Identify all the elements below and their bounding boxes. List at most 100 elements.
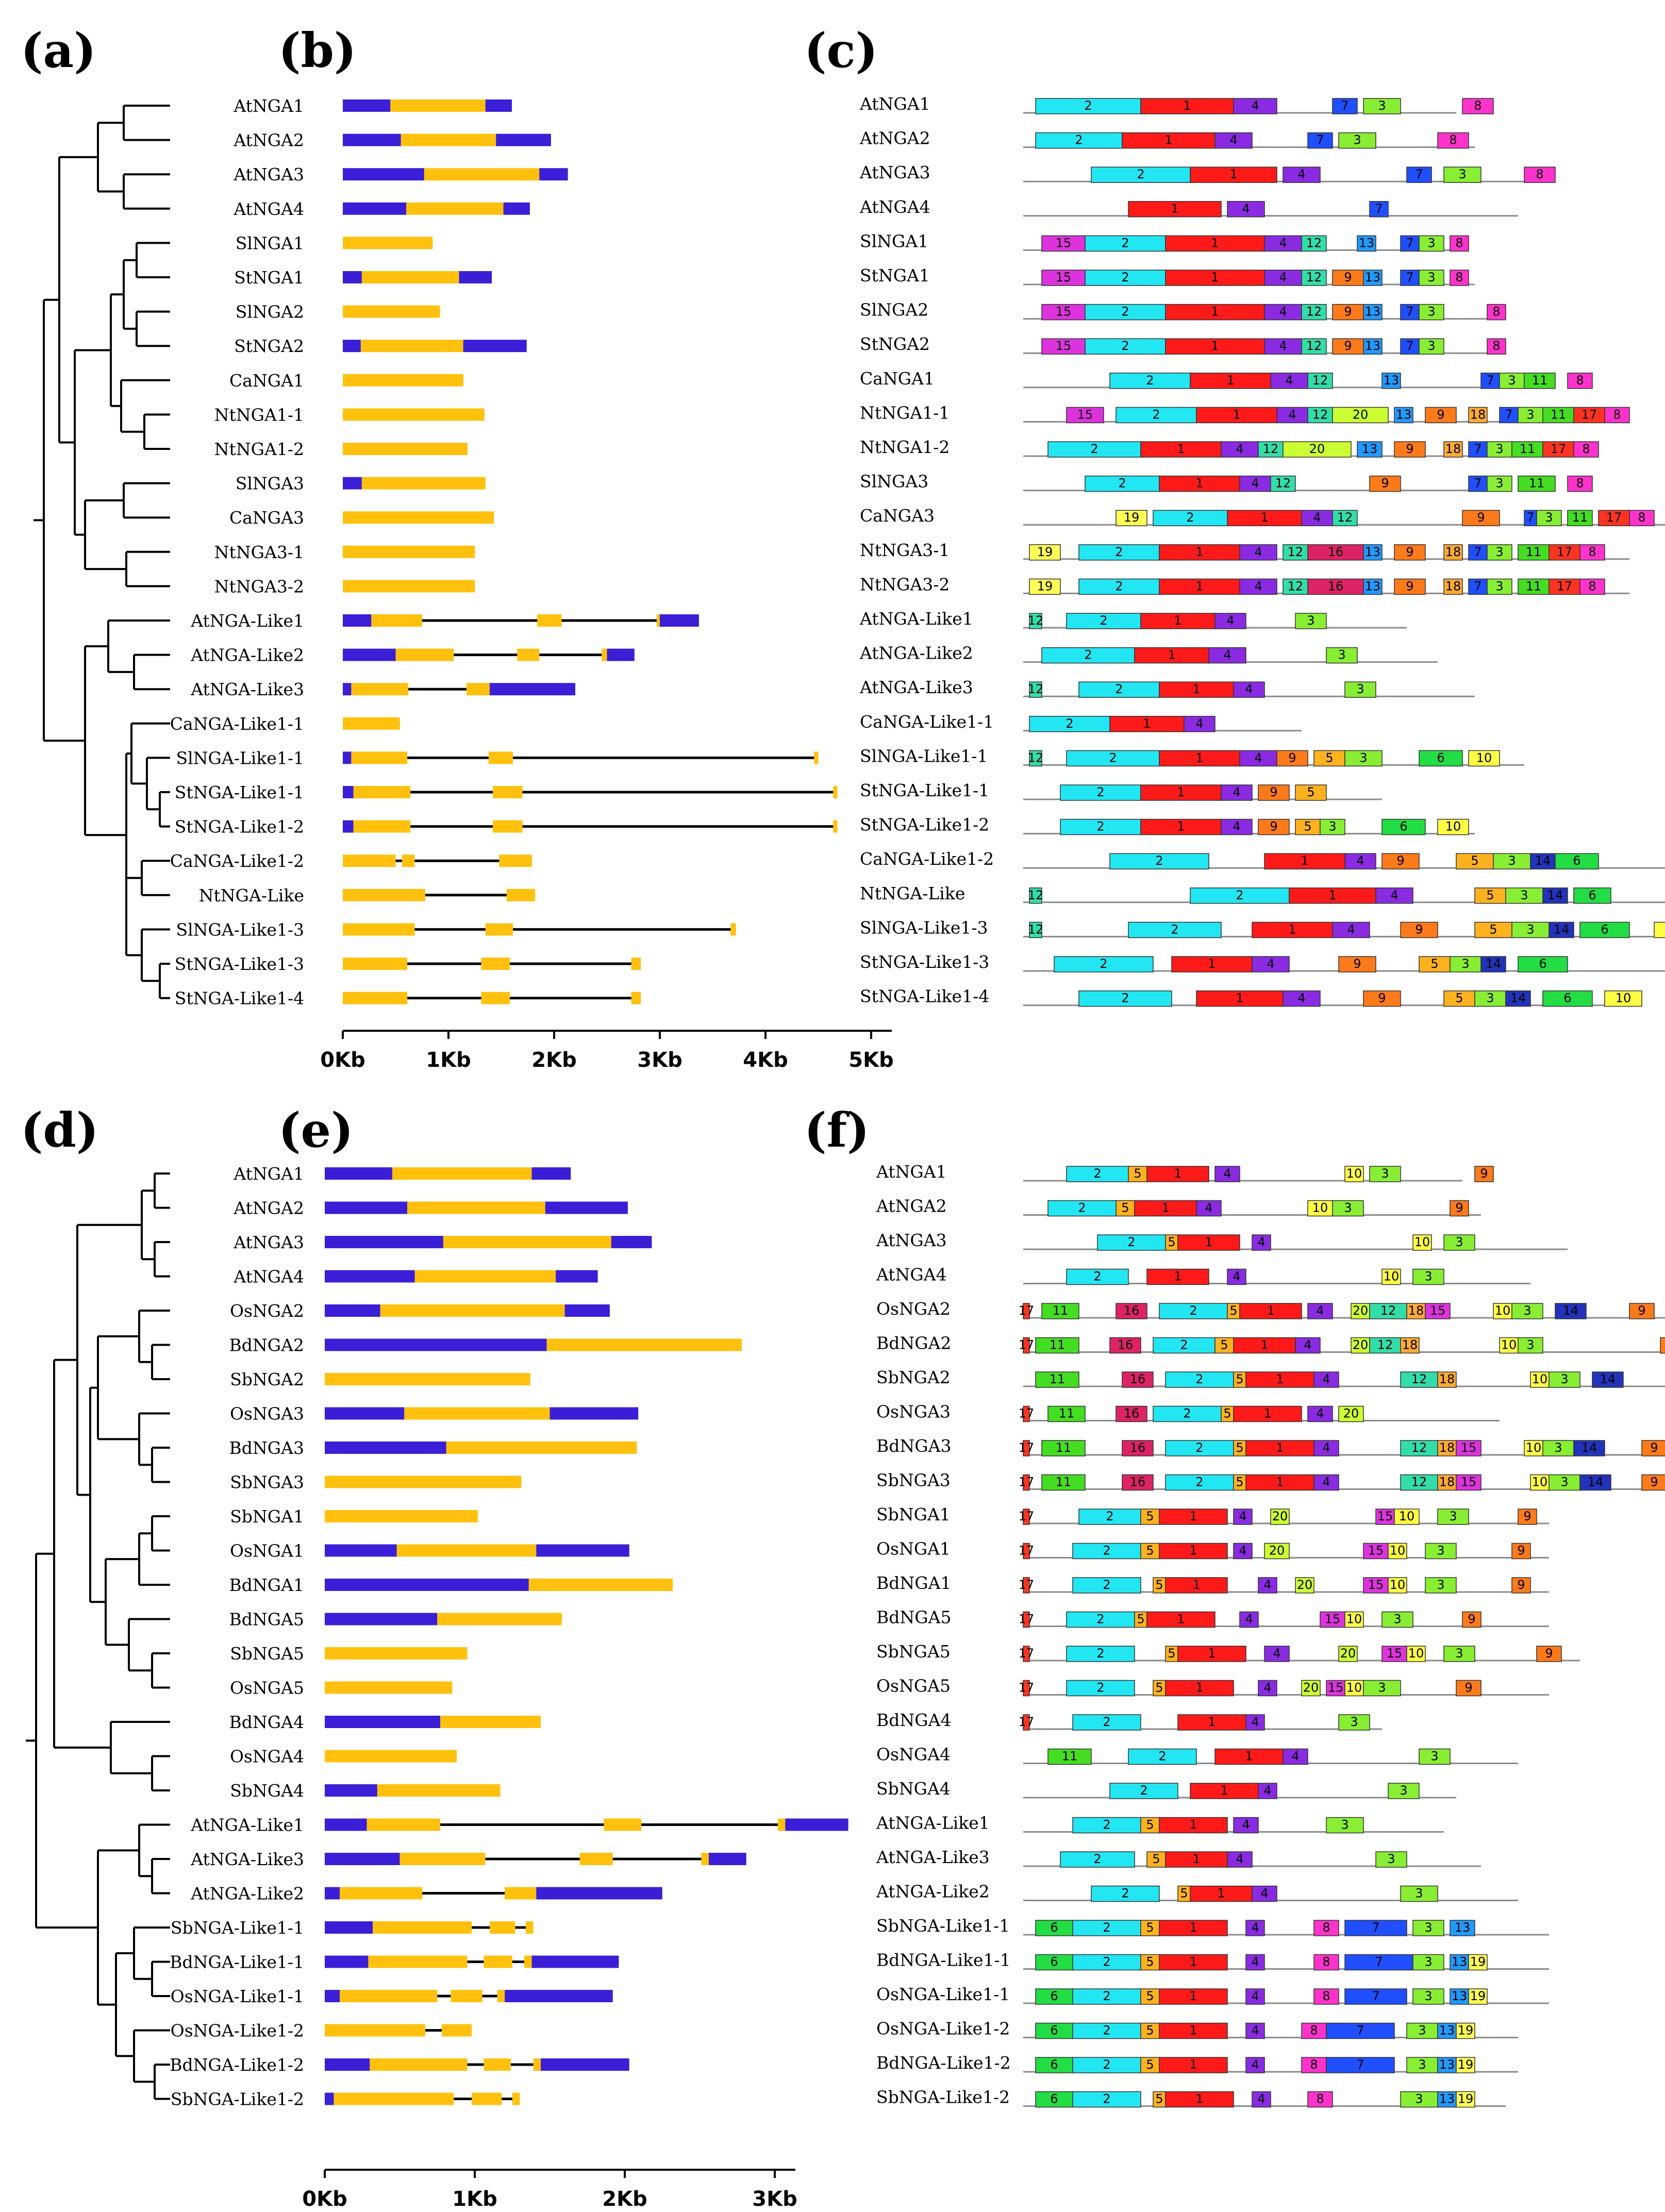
motif-number: 7 (1341, 98, 1348, 113)
motif-number: 16 (1124, 1406, 1140, 1421)
motif-number: 20 (1309, 442, 1325, 456)
motif-number: 5 (1121, 1201, 1129, 1215)
bottom-motif-row-OsNGA-Like1-2: 6 2 5 1 4 8 7 3 13 19 (1023, 2022, 1518, 2039)
motif-number: 7 (1474, 442, 1481, 456)
motif-number: 3 (1418, 2057, 1426, 2072)
motif-11-box (1041, 1474, 1086, 1491)
motif-14-box (1480, 956, 1506, 973)
motif-5-box (1140, 1988, 1160, 2005)
motif-number: 1 (1208, 1646, 1216, 1661)
motif-number: 7 (1474, 579, 1481, 593)
motif-14-box (1549, 921, 1574, 939)
motif-5-box (1115, 1200, 1135, 1217)
motif-2-box (1109, 853, 1209, 869)
motif-16-box (1115, 1303, 1147, 1319)
top-motif-gene-label: StNGA-Like1-3 (860, 952, 989, 972)
motif-number: 12 (1411, 1475, 1427, 1489)
bottom-structure-OsNGA1 (325, 1544, 629, 1557)
motif-number: 3 (1560, 1475, 1568, 1489)
motif-6-box (1035, 2091, 1073, 2108)
motif-8-box (1567, 475, 1593, 492)
motif-number: 4 (1245, 1612, 1253, 1627)
motif-number: 10 (1476, 750, 1492, 765)
motif-18-box (1443, 441, 1463, 458)
motif-13-box (1363, 578, 1383, 595)
motif-number: 2 (1195, 1372, 1203, 1386)
motif-number: 13 (1439, 2023, 1455, 2038)
motif-4-box (1221, 784, 1253, 801)
top-gene-label: StNGA-Like1-1 (175, 782, 304, 802)
motif-number: 18 (1470, 407, 1486, 422)
motif-number: 13 (1384, 373, 1400, 388)
motif-number: 5 (1236, 1440, 1243, 1455)
motif-number: 4 (1233, 819, 1240, 834)
motif-number: 9 (1517, 1544, 1525, 1558)
motif-4-box (1307, 1405, 1333, 1422)
top-axis-tick-label: 2Kb (531, 1048, 576, 1072)
motif-number: 12 (1288, 545, 1304, 559)
bottom-gene-label: AtNGA-Like3 (190, 1849, 304, 1869)
motif-15-box (1041, 304, 1086, 321)
motif-7-box (1400, 304, 1420, 321)
motif-15-box (1425, 1303, 1451, 1319)
top-motif-gene-label: CaNGA1 (860, 368, 935, 389)
motif-number: 4 (1251, 1920, 1259, 1935)
kb-axis-top: 0Kb 1Kb 2Kb 3Kb 4Kb 5Kb (320, 1030, 894, 1072)
motif-number: 2 (1090, 442, 1098, 456)
top-gene-label: AtNGA-Like1 (190, 611, 304, 631)
motif-number: 8 (1613, 407, 1621, 422)
motif-1-box (1233, 1405, 1302, 1422)
motif-number: 7 (1316, 133, 1324, 147)
motif-8-box (1307, 2091, 1333, 2108)
motif-2-box (1165, 1440, 1234, 1456)
motif-number: 3 (1400, 1783, 1407, 1798)
motif-3-box (1419, 304, 1444, 321)
motif-2-box (1072, 1817, 1141, 1834)
motif-2-box (1153, 1405, 1222, 1422)
top-motif-row-CaNGA1: 2 1 4 12 13 7 3 11 8 (1023, 373, 1593, 389)
top-motif-gene-label: SlNGA-Like1-3 (860, 917, 988, 937)
motif-4-box (1239, 544, 1277, 561)
bottom-gene-label: BdNGA-Like1-1 (170, 1952, 304, 1972)
top-motif-gene-label: NtNGA3-2 (860, 574, 950, 594)
top-gene-label: AtNGA-Like3 (190, 679, 304, 699)
motif-number: 4 (1316, 1303, 1324, 1318)
bottom-motif-gene-label: SbNGA3 (876, 1470, 951, 1490)
motif-number: 2 (1109, 750, 1117, 765)
motif-10-box (1437, 818, 1469, 835)
motif-number: 4 (1223, 648, 1231, 662)
motif-number: 5 (1146, 1509, 1154, 1523)
motif-number: 12 (1275, 476, 1291, 491)
motif-number: 1 (1177, 442, 1185, 456)
motif-3-box (1549, 1371, 1580, 1388)
motif-3-box (1425, 1577, 1457, 1594)
motif-number: 11 (1551, 407, 1567, 422)
top-structure-AtNGA-Like3 (343, 683, 575, 696)
motif-number: 1 (1260, 510, 1268, 525)
motif-17-box (1023, 1440, 1030, 1456)
motif-13-box (1450, 1954, 1469, 1971)
motif-4-box (1239, 578, 1277, 595)
motif-17-box (1023, 1611, 1030, 1628)
motif-number: 17 (1019, 1509, 1035, 1523)
motif-number: 5 (1146, 1989, 1154, 2003)
motif-9-box (1536, 1646, 1562, 1662)
bottom-structure-AtNGA1 (325, 1167, 571, 1180)
motif-7-box (1400, 270, 1420, 286)
motif-number: 2 (1121, 339, 1129, 353)
motif-4-box (1258, 1783, 1277, 1799)
motif-3-box (1419, 338, 1444, 355)
motif-number: 4 (1297, 991, 1305, 1006)
motif-15-box (1066, 407, 1104, 424)
motif-9-box (1394, 578, 1426, 595)
motif-17-box (1023, 1509, 1030, 1525)
motif-number: 1 (1189, 2023, 1197, 2038)
motif-number: 1 (1195, 579, 1203, 593)
top-motif-row-StNGA-Like1-1: 2 1 4 9 5 (1023, 784, 1382, 801)
motif-number: 15 (1056, 270, 1072, 284)
motif-18-box (1443, 544, 1463, 561)
motif-number: 1 (1195, 476, 1203, 491)
motif-6-box (1542, 990, 1593, 1007)
motif-20-box (1301, 1680, 1321, 1697)
motif-1-box (1190, 373, 1271, 389)
